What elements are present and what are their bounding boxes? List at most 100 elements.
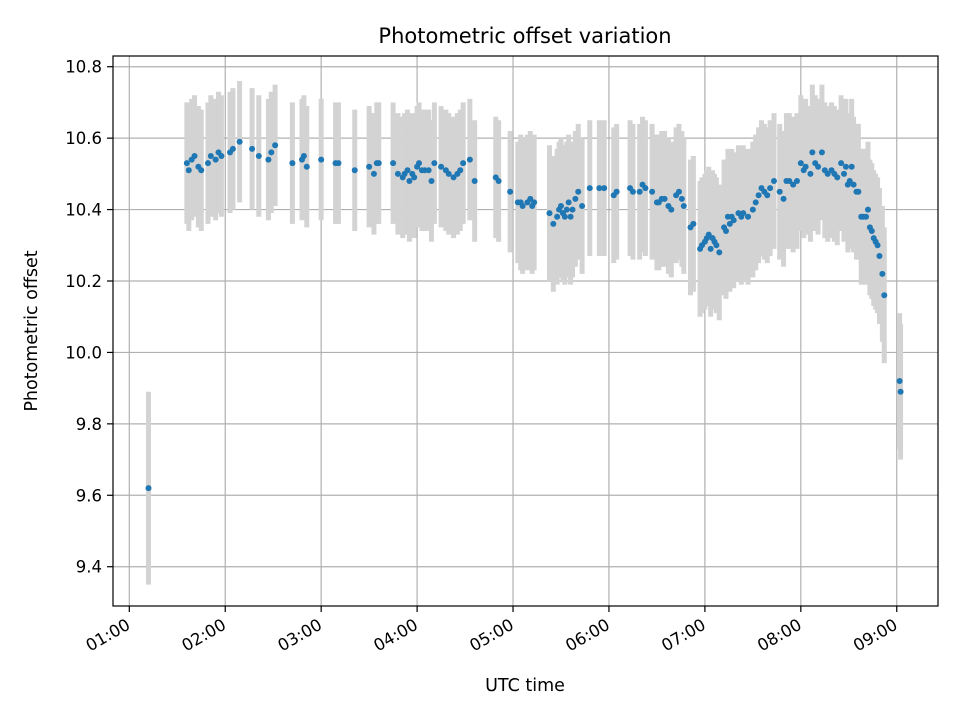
data-point [764, 192, 771, 199]
data-point [411, 174, 418, 181]
data-point [770, 178, 777, 184]
data-point [550, 220, 557, 227]
data-point [842, 163, 849, 170]
data-point [569, 206, 576, 213]
data-point [707, 245, 714, 252]
data-point [406, 178, 413, 184]
data-point [183, 160, 190, 167]
y-tick-label: 9.6 [76, 486, 102, 505]
data-point [563, 206, 570, 213]
y-tick-label: 10.2 [65, 272, 102, 291]
y-tick-label: 9.4 [76, 558, 102, 577]
data-point [680, 203, 687, 209]
data-point [722, 228, 729, 234]
data-point [834, 174, 841, 181]
data-point [807, 170, 814, 177]
data-point [848, 163, 855, 170]
data-point [802, 163, 809, 170]
data-point [457, 167, 464, 174]
data-point [713, 242, 720, 249]
data-point [752, 199, 759, 206]
data-point [864, 206, 871, 213]
data-point [428, 178, 435, 184]
data-point [289, 160, 296, 167]
data-point [471, 178, 478, 184]
data-point [191, 153, 198, 159]
data-point [351, 167, 358, 174]
data-point [450, 174, 457, 181]
data-point [466, 156, 473, 163]
data-point [438, 163, 445, 170]
data-point [565, 199, 572, 206]
data-point [649, 188, 656, 195]
data-point [431, 160, 438, 167]
data-point [745, 213, 752, 220]
data-point [236, 138, 243, 145]
y-tick-label: 10.4 [65, 201, 102, 220]
data-point [557, 203, 564, 209]
data-point [445, 170, 452, 177]
data-point [636, 188, 643, 195]
x-axis-label: UTC time [485, 676, 565, 696]
data-point [876, 253, 883, 259]
data-point [272, 142, 279, 149]
data-point [850, 181, 857, 188]
data-point [394, 170, 401, 177]
data-point [786, 178, 793, 184]
data-point [229, 145, 236, 152]
data-point [596, 185, 603, 192]
data-point [824, 170, 831, 177]
data-point [809, 149, 816, 156]
y-tick-label: 10.0 [65, 343, 102, 362]
data-point [554, 213, 561, 220]
data-point [207, 153, 214, 159]
y-tick-label: 10.8 [65, 58, 102, 77]
data-point [567, 213, 574, 220]
data-point [601, 185, 608, 192]
data-point [668, 206, 675, 213]
data-points [145, 138, 904, 492]
data-point [579, 203, 586, 209]
data-point [300, 153, 307, 159]
data-point [495, 178, 502, 184]
data-point [507, 188, 514, 195]
plot-area-frame [112, 55, 939, 607]
data-point [366, 163, 373, 170]
data-point [198, 167, 205, 174]
data-point [855, 188, 862, 195]
data-point [460, 160, 467, 167]
data-point [879, 270, 886, 277]
data-point [780, 195, 787, 202]
data-point [815, 163, 822, 170]
data-point [575, 188, 582, 195]
data-point [586, 185, 593, 192]
data-point [661, 195, 668, 202]
data-point [218, 153, 225, 159]
data-point [838, 160, 845, 167]
data-point [767, 185, 774, 192]
data-point [716, 249, 723, 256]
data-point [212, 156, 219, 163]
data-point [868, 228, 875, 234]
data-point [690, 220, 697, 227]
data-point [678, 195, 685, 202]
data-point [863, 213, 870, 220]
data-point [268, 149, 275, 156]
data-point [572, 195, 579, 202]
data-point [531, 199, 538, 206]
y-tick-label: 9.8 [76, 415, 102, 434]
data-point [740, 210, 747, 217]
data-point [318, 156, 325, 163]
data-point [793, 178, 800, 184]
data-point [642, 185, 649, 192]
data-point [370, 170, 377, 177]
data-point [846, 178, 853, 184]
data-point [375, 160, 382, 167]
y-axis-label: Photometric offset [22, 250, 42, 411]
data-point [335, 160, 342, 167]
data-point [629, 188, 636, 195]
data-point [404, 167, 411, 174]
data-point [249, 145, 256, 152]
data-point [519, 203, 526, 209]
